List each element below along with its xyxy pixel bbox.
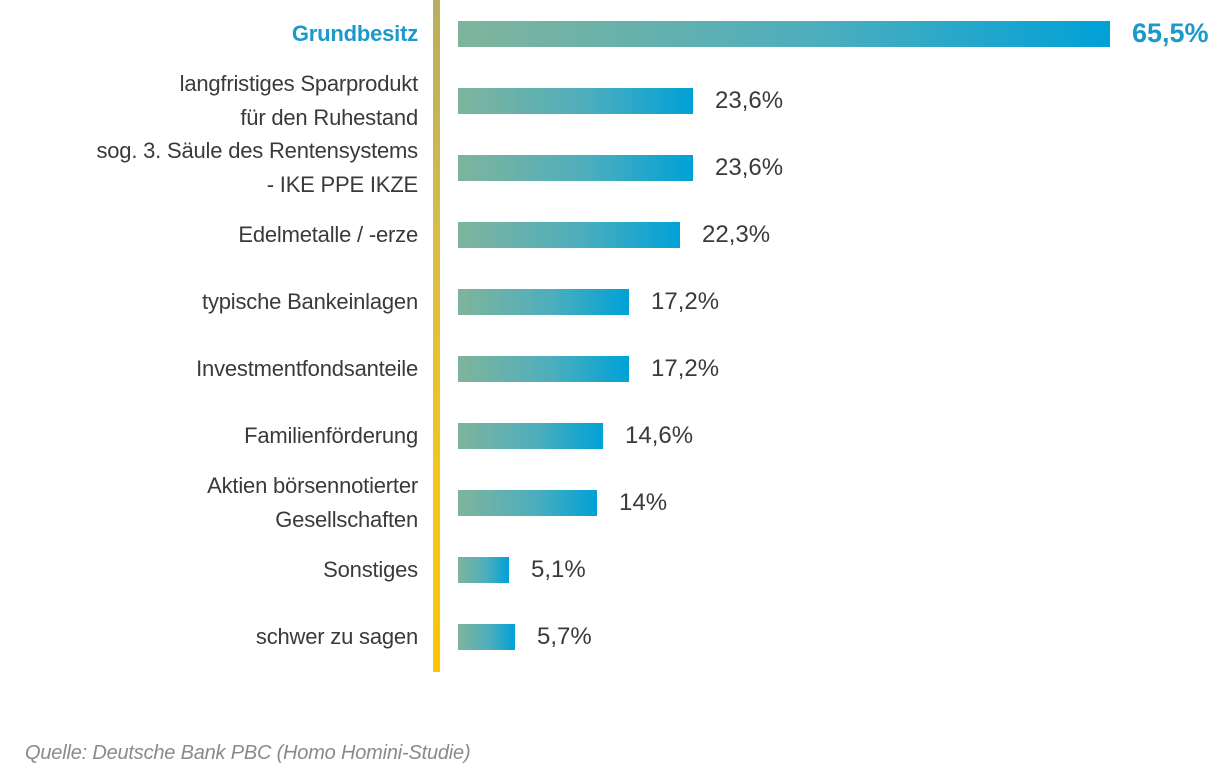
bar <box>458 154 693 181</box>
category-label: langfristiges Sparprodukt für den Ruhest… <box>179 70 419 130</box>
bar <box>458 422 603 449</box>
bar <box>458 355 629 382</box>
bar <box>458 20 1110 47</box>
chart-row: Investmentfondsanteile 17,2% <box>0 335 1220 402</box>
value-label: 14,6% <box>625 421 694 449</box>
chart-row: langfristiges Sparprodukt für den Ruhest… <box>0 67 1220 134</box>
chart-row: typische Bankeinlagen 17,2% <box>0 268 1220 335</box>
value-label: 14% <box>619 488 668 516</box>
chart-row: schwer zu sagen 5,7% <box>0 603 1220 670</box>
chart-row: sog. 3. Säule des Rentensystems - IKE PP… <box>0 134 1220 201</box>
value-label: 5,1% <box>531 555 586 583</box>
bar-area: 5,7% <box>458 623 592 651</box>
value-label: 65,5% <box>1132 18 1209 48</box>
value-label: 23,6% <box>715 86 784 114</box>
value-label: 23,6% <box>715 153 784 181</box>
bar <box>458 489 597 516</box>
category-label: typische Bankeinlagen <box>202 288 418 314</box>
value-label: 17,2% <box>651 287 720 315</box>
bar-area: 23,6% <box>458 154 783 182</box>
bar-area: 65,5% <box>458 18 1209 49</box>
bar-area: 23,6% <box>458 87 783 115</box>
category-label: Investmentfondsanteile <box>196 355 418 381</box>
category-label: sog. 3. Säule des Rentensystems - IKE PP… <box>96 137 418 197</box>
category-label: Grundbesitz <box>291 20 418 46</box>
bar <box>458 221 680 248</box>
category-label: Sonstiges <box>323 556 418 582</box>
chart-row: Edelmetalle / -erze 22,3% <box>0 201 1220 268</box>
axis-line <box>433 0 440 672</box>
chart-row: Familienförderung 14,6% <box>0 402 1220 469</box>
bar <box>458 288 629 315</box>
category-label: Familienförderung <box>244 422 418 448</box>
value-label: 17,2% <box>651 354 720 382</box>
bar-area: 5,1% <box>458 556 586 584</box>
value-label: 22,3% <box>702 220 771 248</box>
source-note: Quelle: Deutsche Bank PBC (Homo Homini-S… <box>25 742 471 764</box>
bar <box>458 87 693 114</box>
chart-rows: Grundbesitz 65,5% langfristiges Sparprod… <box>0 0 1220 670</box>
bar-area: 22,3% <box>458 221 770 249</box>
bar-chart: Grundbesitz 65,5% langfristiges Sparprod… <box>0 0 1220 672</box>
category-label: schwer zu sagen <box>255 623 418 649</box>
bar-area: 17,2% <box>458 355 719 383</box>
category-label: Edelmetalle / -erze <box>238 221 418 247</box>
category-label: Aktien börsennotierter Gesellschaften <box>207 472 418 532</box>
chart-row: Aktien börsennotierter Gesellschaften 14… <box>0 469 1220 536</box>
chart-row: Sonstiges 5,1% <box>0 536 1220 603</box>
bar <box>458 556 509 583</box>
chart-row: Grundbesitz 65,5% <box>0 0 1220 67</box>
bar-area: 14,6% <box>458 422 693 450</box>
bar-area: 14% <box>458 489 667 517</box>
bar <box>458 623 515 650</box>
value-label: 5,7% <box>537 622 592 650</box>
bar-area: 17,2% <box>458 288 719 316</box>
